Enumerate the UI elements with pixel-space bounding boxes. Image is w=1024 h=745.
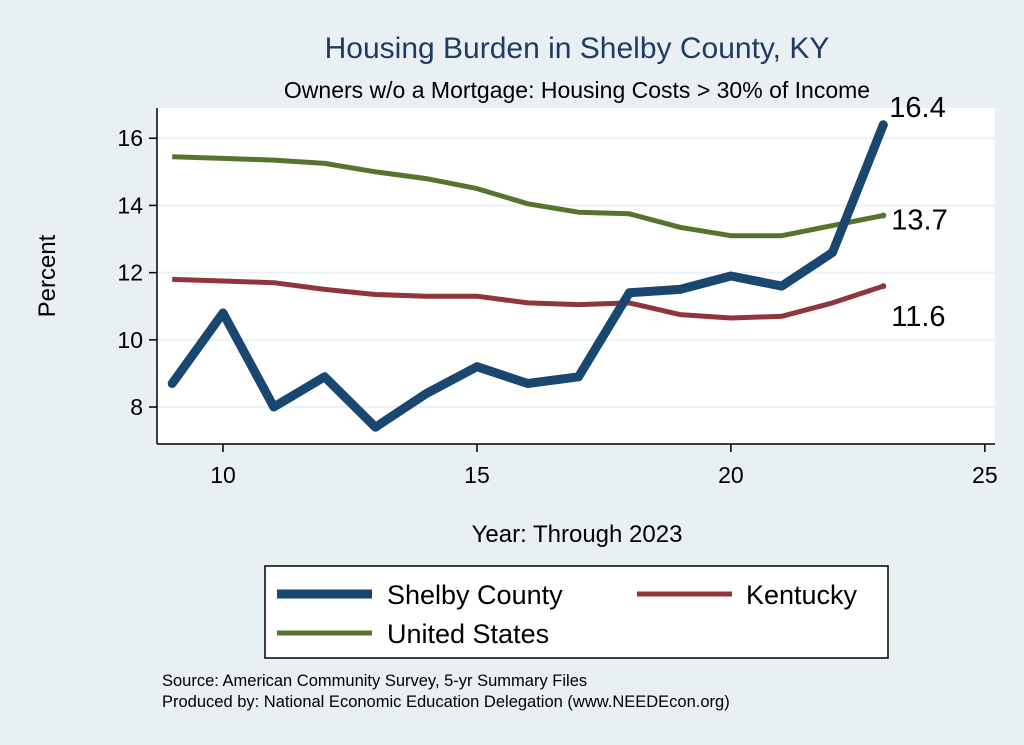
x-tick-label: 25	[972, 462, 998, 488]
source-note: Source: American Community Survey, 5-yr …	[162, 672, 587, 690]
end-labels: 16.4 13.7 11.6	[880, 92, 948, 333]
axes: 8 10 12 14 16 10 15 20 25	[117, 108, 998, 488]
x-axis-title: Year: Through 2023	[472, 521, 683, 548]
legend-label-united-states: United States	[387, 619, 549, 649]
legend-box	[264, 565, 889, 659]
end-value-label: 11.6	[891, 301, 945, 333]
series-line-kentucky	[172, 276, 885, 321]
end-point-marker	[880, 212, 887, 219]
end-value-label: 13.7	[891, 205, 947, 237]
end-point-marker	[880, 283, 887, 290]
y-tick-label: 8	[130, 394, 143, 420]
y-tick-label: 14	[117, 192, 143, 218]
x-tick-label: 10	[210, 462, 236, 488]
series-lines	[167, 120, 888, 432]
y-tick-label: 16	[117, 125, 143, 151]
produced-by-note: Produced by: National Economic Education…	[162, 693, 730, 711]
legend-label-shelby-county: Shelby County	[387, 580, 563, 610]
series-line-united-states	[172, 154, 884, 239]
x-tick-label: 20	[718, 462, 744, 488]
y-tick-label: 12	[117, 260, 143, 286]
series-line-shelby-county	[167, 120, 888, 432]
end-point-marker	[880, 121, 887, 128]
legend-label-kentucky: Kentucky	[746, 580, 858, 610]
y-axis-title: Percent	[34, 234, 61, 317]
end-value-label: 16.4	[889, 92, 945, 124]
y-tick-label: 10	[117, 327, 143, 353]
legend: Shelby County Kentucky United States	[264, 565, 889, 659]
x-tick-label: 15	[464, 462, 490, 488]
grid	[157, 137, 995, 409]
chart-title: Housing Burden in Shelby County, KY	[325, 32, 830, 65]
chart-subtitle: Owners w/o a Mortgage: Housing Costs > 3…	[284, 77, 870, 103]
